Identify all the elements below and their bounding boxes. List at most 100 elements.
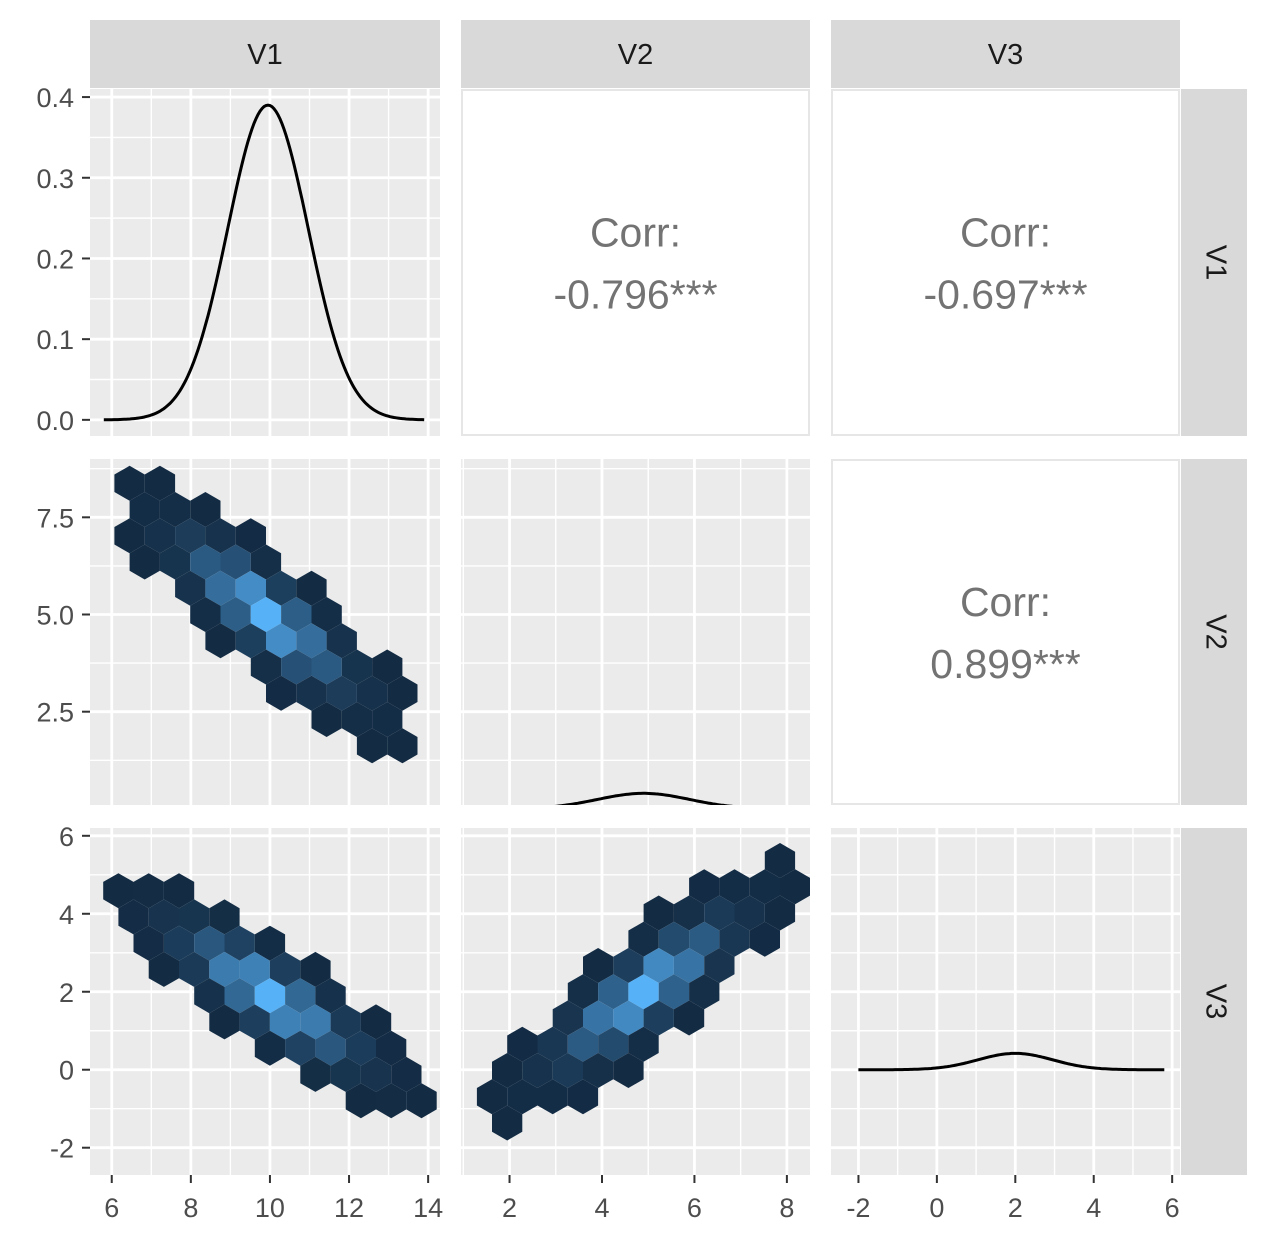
- x-tick-label: -2: [846, 1193, 870, 1223]
- hexbin-cell: [734, 895, 765, 931]
- x-tick-label: 6: [687, 1193, 702, 1223]
- correlation-value: 0.899***: [930, 641, 1081, 687]
- correlation-label: Corr:: [960, 210, 1051, 256]
- axes-layer: 6 8 10 12 14 2 4 6 8 -2 0 2 4 6 0.0 0.1 0.2 0.3 0.4 2.5 5.0 7…: [36, 83, 1179, 1223]
- x-tick-label: 2: [502, 1193, 517, 1223]
- panels-layer: Corr: -0.796*** Corr: -0.697*** Corr: 0.899**…: [90, 89, 1180, 1175]
- hexbin-cell: [285, 1030, 316, 1066]
- hexbin-cell: [719, 921, 750, 957]
- hexbin-cell: [144, 518, 176, 554]
- x-tick-label: 12: [334, 1193, 364, 1223]
- hexbin-cell: [269, 1004, 301, 1040]
- hexbin-cell: [583, 948, 614, 983]
- hexbin-cell: [326, 623, 357, 659]
- hexbin-cell: [190, 492, 221, 527]
- hexbin-cell: [250, 597, 282, 632]
- right-strip-V2: V2: [1181, 459, 1247, 805]
- hexbin-cell: [118, 899, 149, 935]
- hexbin-cell: [194, 925, 225, 961]
- hexbin-cell: [315, 1030, 346, 1066]
- hexbin-cell: [583, 1000, 614, 1036]
- hexbin-cell: [179, 899, 210, 935]
- hexbin-cell: [689, 921, 720, 957]
- hexbin-cell: [764, 843, 796, 878]
- density-panel-V3: [831, 828, 1180, 1175]
- panel-background: [461, 459, 810, 805]
- hexbin-cell: [492, 1105, 523, 1141]
- y-tick-label: 2.5: [36, 698, 74, 728]
- hexbin-cell: [296, 623, 327, 659]
- hexbin-cell: [492, 1053, 523, 1088]
- hexbin-cell: [205, 623, 236, 659]
- hexbin-cell: [356, 675, 388, 711]
- hexbin-cell: [537, 1079, 568, 1115]
- hexbin-cell: [103, 873, 134, 909]
- hexbin-cell: [209, 1004, 240, 1040]
- density-line: [554, 791, 734, 805]
- hexbin-cell: [719, 869, 750, 905]
- hexbin-cell: [114, 465, 145, 501]
- correlation-value: -0.796***: [553, 272, 717, 318]
- x-tick-label: 4: [594, 1193, 609, 1223]
- x-tick-label: 8: [183, 1193, 198, 1223]
- hexbin-cell: [628, 974, 659, 1010]
- hexbin-cell: [673, 1000, 705, 1036]
- hexbin-cell: [311, 649, 342, 685]
- hexbin-cell: [254, 1030, 286, 1066]
- hexbin-cell: [780, 869, 810, 905]
- hexbin-cell: [673, 895, 705, 931]
- hexbin-cell: [360, 1056, 392, 1092]
- y-tick-label: 5.0: [36, 601, 74, 631]
- x-axis-V2: 2 4 6 8: [502, 1175, 794, 1223]
- hexbin-cell: [598, 1026, 629, 1062]
- density-panel-V2: [461, 459, 810, 805]
- density-line: [858, 1051, 1165, 1072]
- hexbin-cell: [345, 1030, 376, 1066]
- hexbin-cell: [749, 869, 780, 905]
- hexbin-cell: [300, 1004, 331, 1040]
- panel-background: [831, 828, 1180, 1175]
- hexbin-cell: [643, 948, 674, 983]
- panel-border: [831, 459, 1180, 805]
- strip-background: [1181, 459, 1247, 805]
- hexbin-cell: [360, 1004, 392, 1040]
- x-tick-label: 4: [1086, 1193, 1101, 1223]
- hexbin-cell: [224, 925, 255, 961]
- x-axis-V3: -2 0 2 4 6: [846, 1175, 1180, 1223]
- hexbin-cell: [311, 597, 342, 632]
- hexbin-cell: [220, 544, 251, 580]
- y-tick-label: 6: [59, 822, 74, 852]
- y-tick-label: 0.0: [36, 406, 74, 436]
- hexbin-cell: [269, 951, 301, 987]
- hexbin-cell: [239, 1004, 270, 1040]
- strip-label: V1: [1199, 245, 1231, 280]
- hexbin-cell: [628, 1026, 659, 1062]
- hexbin-cell: [673, 948, 705, 983]
- hexbin-cell: [175, 570, 206, 606]
- hexbin-cell: [266, 570, 297, 606]
- strip-background: [461, 20, 810, 88]
- hexbin-cell: [391, 1056, 422, 1092]
- hexbin-cell: [315, 978, 346, 1014]
- hexbin-cells: [114, 465, 418, 764]
- hexbin-cell: [372, 702, 403, 737]
- hexbin-cell: [133, 925, 164, 961]
- hexbin-cell: [507, 1079, 538, 1115]
- panel-border: [461, 89, 810, 436]
- hexbin-cell: [552, 1000, 583, 1036]
- y-tick-label: 0.4: [36, 83, 74, 113]
- x-tick-label: 8: [779, 1193, 794, 1223]
- x-tick-label: 14: [413, 1193, 443, 1223]
- hexbin-cell: [175, 518, 206, 554]
- hexbin-cell: [266, 675, 297, 711]
- hexbin-cell: [406, 1083, 437, 1119]
- hexbin-cell: [250, 649, 282, 685]
- right-strip-V3: V3: [1181, 828, 1247, 1175]
- hexbin-cell: [190, 544, 221, 580]
- hexbin-cell: [507, 1026, 538, 1062]
- hexbin-cell: [345, 1083, 376, 1119]
- hexbin-cell: [311, 702, 342, 737]
- hexbin-cell: [114, 518, 145, 554]
- y-axis-V1: 0.0 0.1 0.2 0.3 0.4: [36, 83, 90, 436]
